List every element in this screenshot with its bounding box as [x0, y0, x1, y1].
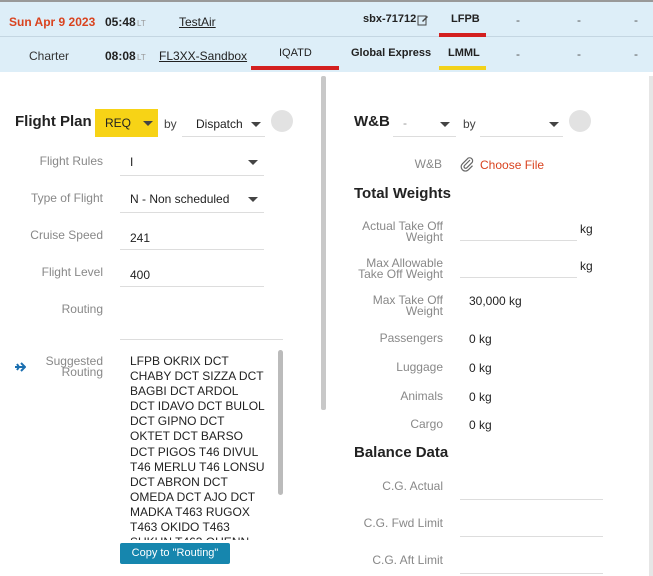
chevron-down-icon — [248, 160, 258, 165]
type-of-flight-select[interactable]: N - Non scheduled — [120, 185, 264, 213]
suggested-routing-textarea[interactable]: LFPB OKRIX DCT CHABY DCT SIZZA DCT BAGBI… — [120, 348, 283, 540]
header-divider — [0, 36, 653, 37]
choose-file-link[interactable]: Choose File — [480, 158, 545, 172]
plane-icon — [14, 361, 27, 376]
arrival-tz: LT — [137, 53, 146, 62]
cg-actual-label: C.G. Actual — [382, 479, 443, 493]
type-of-flight-value: N - Non scheduled — [130, 192, 230, 206]
animals-value: 0 kg — [469, 390, 492, 404]
header-dash: - — [634, 47, 638, 61]
flight-rules-value: I — [130, 155, 134, 169]
header-dash: - — [577, 13, 581, 27]
cargo-label: Cargo — [410, 417, 443, 431]
luggage-value: 0 kg — [469, 361, 492, 375]
select-underline — [120, 212, 264, 213]
flight-plan-title: Flight Plan — [15, 113, 92, 130]
routing-scrollbar[interactable] — [278, 350, 283, 495]
passengers-label: Passengers — [379, 331, 443, 345]
status-value: REQ — [105, 116, 132, 130]
luggage-label: Luggage — [396, 360, 443, 374]
type-of-flight-label: Type of Flight — [30, 191, 103, 205]
cg-actual-input[interactable] — [460, 499, 603, 500]
arrival-time: 08:08 — [105, 49, 136, 63]
max-takeoff-weight-value: 30,000 kg — [469, 294, 522, 308]
flight-level-label: Flight Level — [41, 265, 103, 279]
arrival-airport[interactable]: LMML — [448, 47, 480, 59]
chevron-down-icon — [549, 122, 559, 127]
panel-resize-handle[interactable] — [321, 76, 326, 410]
arrival-tab-indicator — [439, 66, 486, 70]
cruise-speed-input[interactable]: 241 — [130, 231, 151, 245]
max-allowable-takeoff-weight-input[interactable] — [460, 277, 577, 278]
select-underline — [480, 136, 563, 137]
avatar[interactable] — [569, 110, 591, 132]
select-underline — [182, 136, 265, 137]
max-takeoff-weight-label: Max Take Off Weight — [372, 293, 443, 318]
paperclip-icon — [460, 156, 474, 175]
actual-takeoff-weight-label: Actual Take Off Weight — [362, 219, 443, 244]
header-dash: - — [516, 13, 520, 27]
dispatcher-select[interactable]: Dispatch — [182, 109, 265, 137]
tail-number: sbx-71712 — [363, 13, 417, 25]
kg-unit: kg — [580, 259, 593, 273]
actual-takeoff-weight-input[interactable] — [460, 240, 577, 241]
departure-tz: LT — [137, 19, 146, 28]
max-allowable-takeoff-weight-label: Max Allowable Take Off Weight — [358, 256, 443, 281]
flight-level-input[interactable]: 400 — [130, 268, 151, 282]
chevron-down-icon — [143, 121, 153, 126]
cg-aft-limit-label: C.G. Aft Limit — [372, 553, 443, 567]
routing-input[interactable] — [120, 339, 283, 340]
chevron-down-icon — [248, 197, 258, 202]
operator-link[interactable]: TestAir — [179, 15, 216, 29]
callsign-tab-indicator — [251, 66, 339, 70]
flight-type: Charter — [29, 49, 70, 63]
suggested-routing-label: Suggested Routing — [45, 354, 103, 379]
balance-data-title: Balance Data — [354, 444, 449, 461]
header-dash: - — [516, 47, 520, 61]
departure-time: 05:48 — [105, 15, 136, 29]
suggested-routing-text: LFPB OKRIX DCT CHABY DCT SIZZA DCT BAGBI… — [130, 354, 265, 540]
aircraft-type: Global Express — [351, 47, 432, 59]
cg-aft-limit-input[interactable] — [460, 573, 603, 574]
cruise-speed-underline — [120, 249, 264, 250]
callsign: IQATD — [279, 47, 312, 59]
flight-plan-status-select[interactable]: REQ — [95, 109, 158, 137]
select-underline — [120, 175, 264, 176]
chevron-down-icon — [440, 122, 450, 127]
wb-file-label: W&B — [414, 157, 442, 171]
chevron-down-icon — [251, 122, 261, 127]
by-label: by — [164, 117, 177, 131]
flight-rules-label: Flight Rules — [39, 154, 103, 168]
cargo-value: 0 kg — [469, 418, 492, 432]
dispatcher-value: Dispatch — [196, 117, 243, 131]
wb-status-value: - — [403, 116, 407, 130]
wb-by-label: by — [463, 117, 476, 131]
wb-status-select[interactable]: - — [393, 109, 456, 137]
header-dash: - — [634, 13, 638, 27]
flight-header: Sun Apr 9 2023 05:48 LT TestAir sbx-7171… — [0, 0, 653, 72]
account-link[interactable]: FL3XX-Sandbox — [159, 49, 248, 63]
select-underline — [393, 136, 456, 137]
total-weights-title: Total Weights — [354, 185, 451, 202]
flight-rules-select[interactable]: I — [120, 148, 264, 176]
departure-airport[interactable]: LFPB — [451, 13, 480, 25]
kg-unit: kg — [580, 222, 593, 236]
cg-fwd-limit-label: C.G. Fwd Limit — [363, 516, 443, 530]
flight-date: Sun Apr 9 2023 — [9, 15, 96, 29]
flight-level-underline — [120, 286, 264, 287]
wb-title: W&B — [354, 113, 390, 130]
passengers-value: 0 kg — [469, 332, 492, 346]
edit-icon[interactable] — [417, 14, 429, 29]
copy-to-routing-button[interactable]: Copy to "Routing" — [120, 543, 230, 564]
page-scrollbar[interactable] — [649, 76, 653, 576]
routing-label: Routing — [61, 302, 103, 316]
avatar[interactable] — [271, 110, 293, 132]
departure-tab-indicator — [439, 33, 486, 37]
cg-fwd-limit-input[interactable] — [460, 536, 603, 537]
cruise-speed-label: Cruise Speed — [30, 228, 103, 242]
header-dash: - — [577, 47, 581, 61]
animals-label: Animals — [400, 389, 443, 403]
wb-by-select[interactable] — [480, 109, 563, 137]
